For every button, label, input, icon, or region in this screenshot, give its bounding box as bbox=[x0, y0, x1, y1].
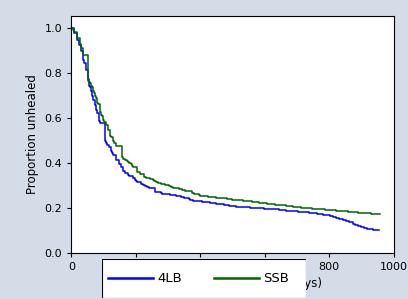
FancyBboxPatch shape bbox=[102, 259, 306, 298]
Text: 4LB: 4LB bbox=[157, 271, 182, 285]
Y-axis label: Proportion unhealed: Proportion unhealed bbox=[26, 75, 39, 194]
Text: SSB: SSB bbox=[263, 271, 289, 285]
X-axis label: Time since recruitment (days): Time since recruitment (days) bbox=[144, 277, 322, 290]
